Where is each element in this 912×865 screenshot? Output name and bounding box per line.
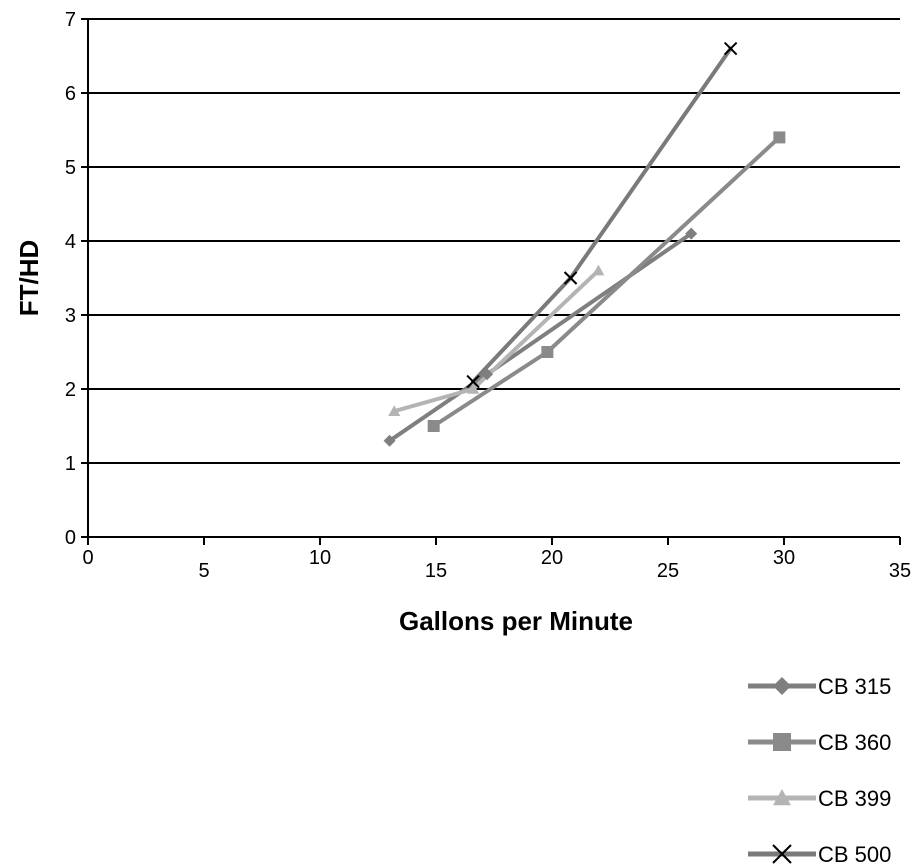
data-point: [481, 368, 494, 381]
legend-label: CB 360: [818, 730, 891, 755]
y-tick-label: 4: [65, 231, 76, 253]
legend-label: CB 500: [818, 842, 891, 865]
series-line-2: [392, 268, 601, 414]
legend-label: CB 315: [818, 674, 891, 699]
marker-stroke: [563, 271, 578, 285]
legend-item: CB 360: [748, 730, 891, 755]
marker-stroke: [466, 374, 480, 389]
x-tick-label: 15: [425, 560, 447, 582]
data-point: [773, 131, 786, 144]
x-tick-label: 35: [889, 560, 911, 582]
legend-label: CB 399: [818, 786, 891, 811]
legend-swatch-marker: [772, 844, 792, 864]
series-line-3: [471, 46, 733, 384]
legend-swatch-marker: [773, 677, 791, 695]
tick-labels: 0 1 2 3 4 5 6 7 0 5 10 15 20 25 30 35: [65, 9, 911, 582]
series-line-0: [387, 231, 694, 443]
x-tick-label: 20: [541, 547, 563, 569]
x-tick-label: 25: [657, 560, 679, 582]
data-point: [427, 420, 440, 432]
legend-item: CB 500: [748, 842, 891, 865]
legend-item: CB 399: [748, 786, 891, 811]
x-tick-label: 5: [198, 560, 209, 582]
data-point: [467, 383, 480, 394]
data-point: [563, 271, 578, 285]
x-tick-label: 10: [309, 547, 331, 569]
data-point: [541, 346, 554, 358]
data-point: [592, 264, 605, 276]
data-point: [685, 227, 698, 240]
data-point: [466, 374, 480, 389]
legend-item: CB 315: [748, 674, 891, 699]
series-line-1: [431, 135, 782, 428]
series-lines: [387, 46, 782, 443]
data-point: [383, 434, 396, 447]
y-tick-label: 3: [65, 305, 76, 327]
y-tick-label: 7: [65, 9, 76, 31]
y-tick-label: 2: [65, 379, 76, 401]
data-point: [723, 41, 738, 56]
legend: CB 315 CB 360 CB 399 CB 500: [748, 674, 891, 865]
series-markers: [383, 41, 786, 447]
axes: [81, 18, 901, 545]
x-axis-title: Gallons per Minute: [399, 606, 633, 636]
marker-stroke: [772, 844, 792, 864]
y-tick-label: 0: [65, 527, 76, 549]
x-tick-label: 30: [773, 547, 795, 569]
gridlines: [88, 18, 900, 464]
y-tick-label: 5: [65, 157, 76, 179]
y-axis-title: FT/HD: [14, 240, 44, 317]
legend-swatch-marker: [773, 789, 791, 806]
legend-swatch-marker: [773, 733, 791, 751]
marker-stroke: [723, 41, 738, 56]
y-tick-label: 6: [65, 83, 76, 105]
data-point: [388, 405, 401, 416]
x-tick-label: 0: [82, 547, 93, 569]
y-tick-label: 1: [65, 453, 76, 475]
